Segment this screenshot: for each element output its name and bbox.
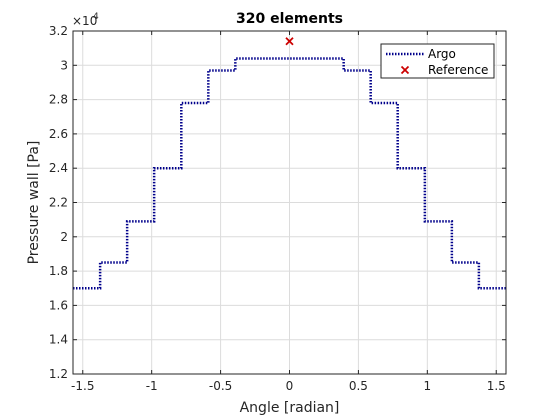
legend-label-argo: Argo xyxy=(428,47,456,61)
y-axis-multiplier: ×10 xyxy=(72,14,97,28)
x-axis-label: Angle [radian] xyxy=(240,400,340,416)
legend-label-reference: Reference xyxy=(428,63,488,77)
y-tick-label: 1.4 xyxy=(49,333,68,347)
y-tick-label: 2.6 xyxy=(49,127,68,141)
legend-marker-reference xyxy=(400,65,410,75)
x-tick-label: -0.5 xyxy=(209,379,232,393)
marker-stroke xyxy=(285,37,294,46)
y-tick-label: 2.2 xyxy=(49,196,68,210)
x-tick-label: -1 xyxy=(146,379,158,393)
series-layer xyxy=(73,37,506,290)
y-tick-label: 1.2 xyxy=(49,367,68,381)
y-tick-label: 2.4 xyxy=(49,161,68,175)
y-tick-label: 3 xyxy=(60,58,68,72)
y-tick-label: 3.2 xyxy=(49,24,68,38)
y-tick-label: 1.6 xyxy=(49,298,68,312)
x-tick-label: 0 xyxy=(286,379,294,393)
reference-marker xyxy=(285,37,294,46)
chart-title: 320 elements xyxy=(236,11,343,27)
y-tick-label: 2.8 xyxy=(49,93,68,107)
x-tick-label: 0.5 xyxy=(349,379,368,393)
y-tick-label: 1.8 xyxy=(49,264,68,278)
x-tick-label: 1 xyxy=(424,379,432,393)
y-axis-multiplier-exponent: 4 xyxy=(93,12,99,22)
x-tick-label: -1.5 xyxy=(71,379,94,393)
legend-box xyxy=(380,43,495,79)
tick-layer: -1.5 -1 -0.5 0 0.5 1 1.5 1.2 1.4 1.6 1.8 2 2.2 2.4 2.6… xyxy=(49,24,506,393)
y-axis-label: Pressure wall [Pa] xyxy=(26,141,42,265)
legend-marker-stroke xyxy=(400,65,410,75)
y-tick-label: 2 xyxy=(60,230,68,244)
x-tick-label: 1.5 xyxy=(487,379,506,393)
legend: Argo Reference xyxy=(380,43,495,79)
